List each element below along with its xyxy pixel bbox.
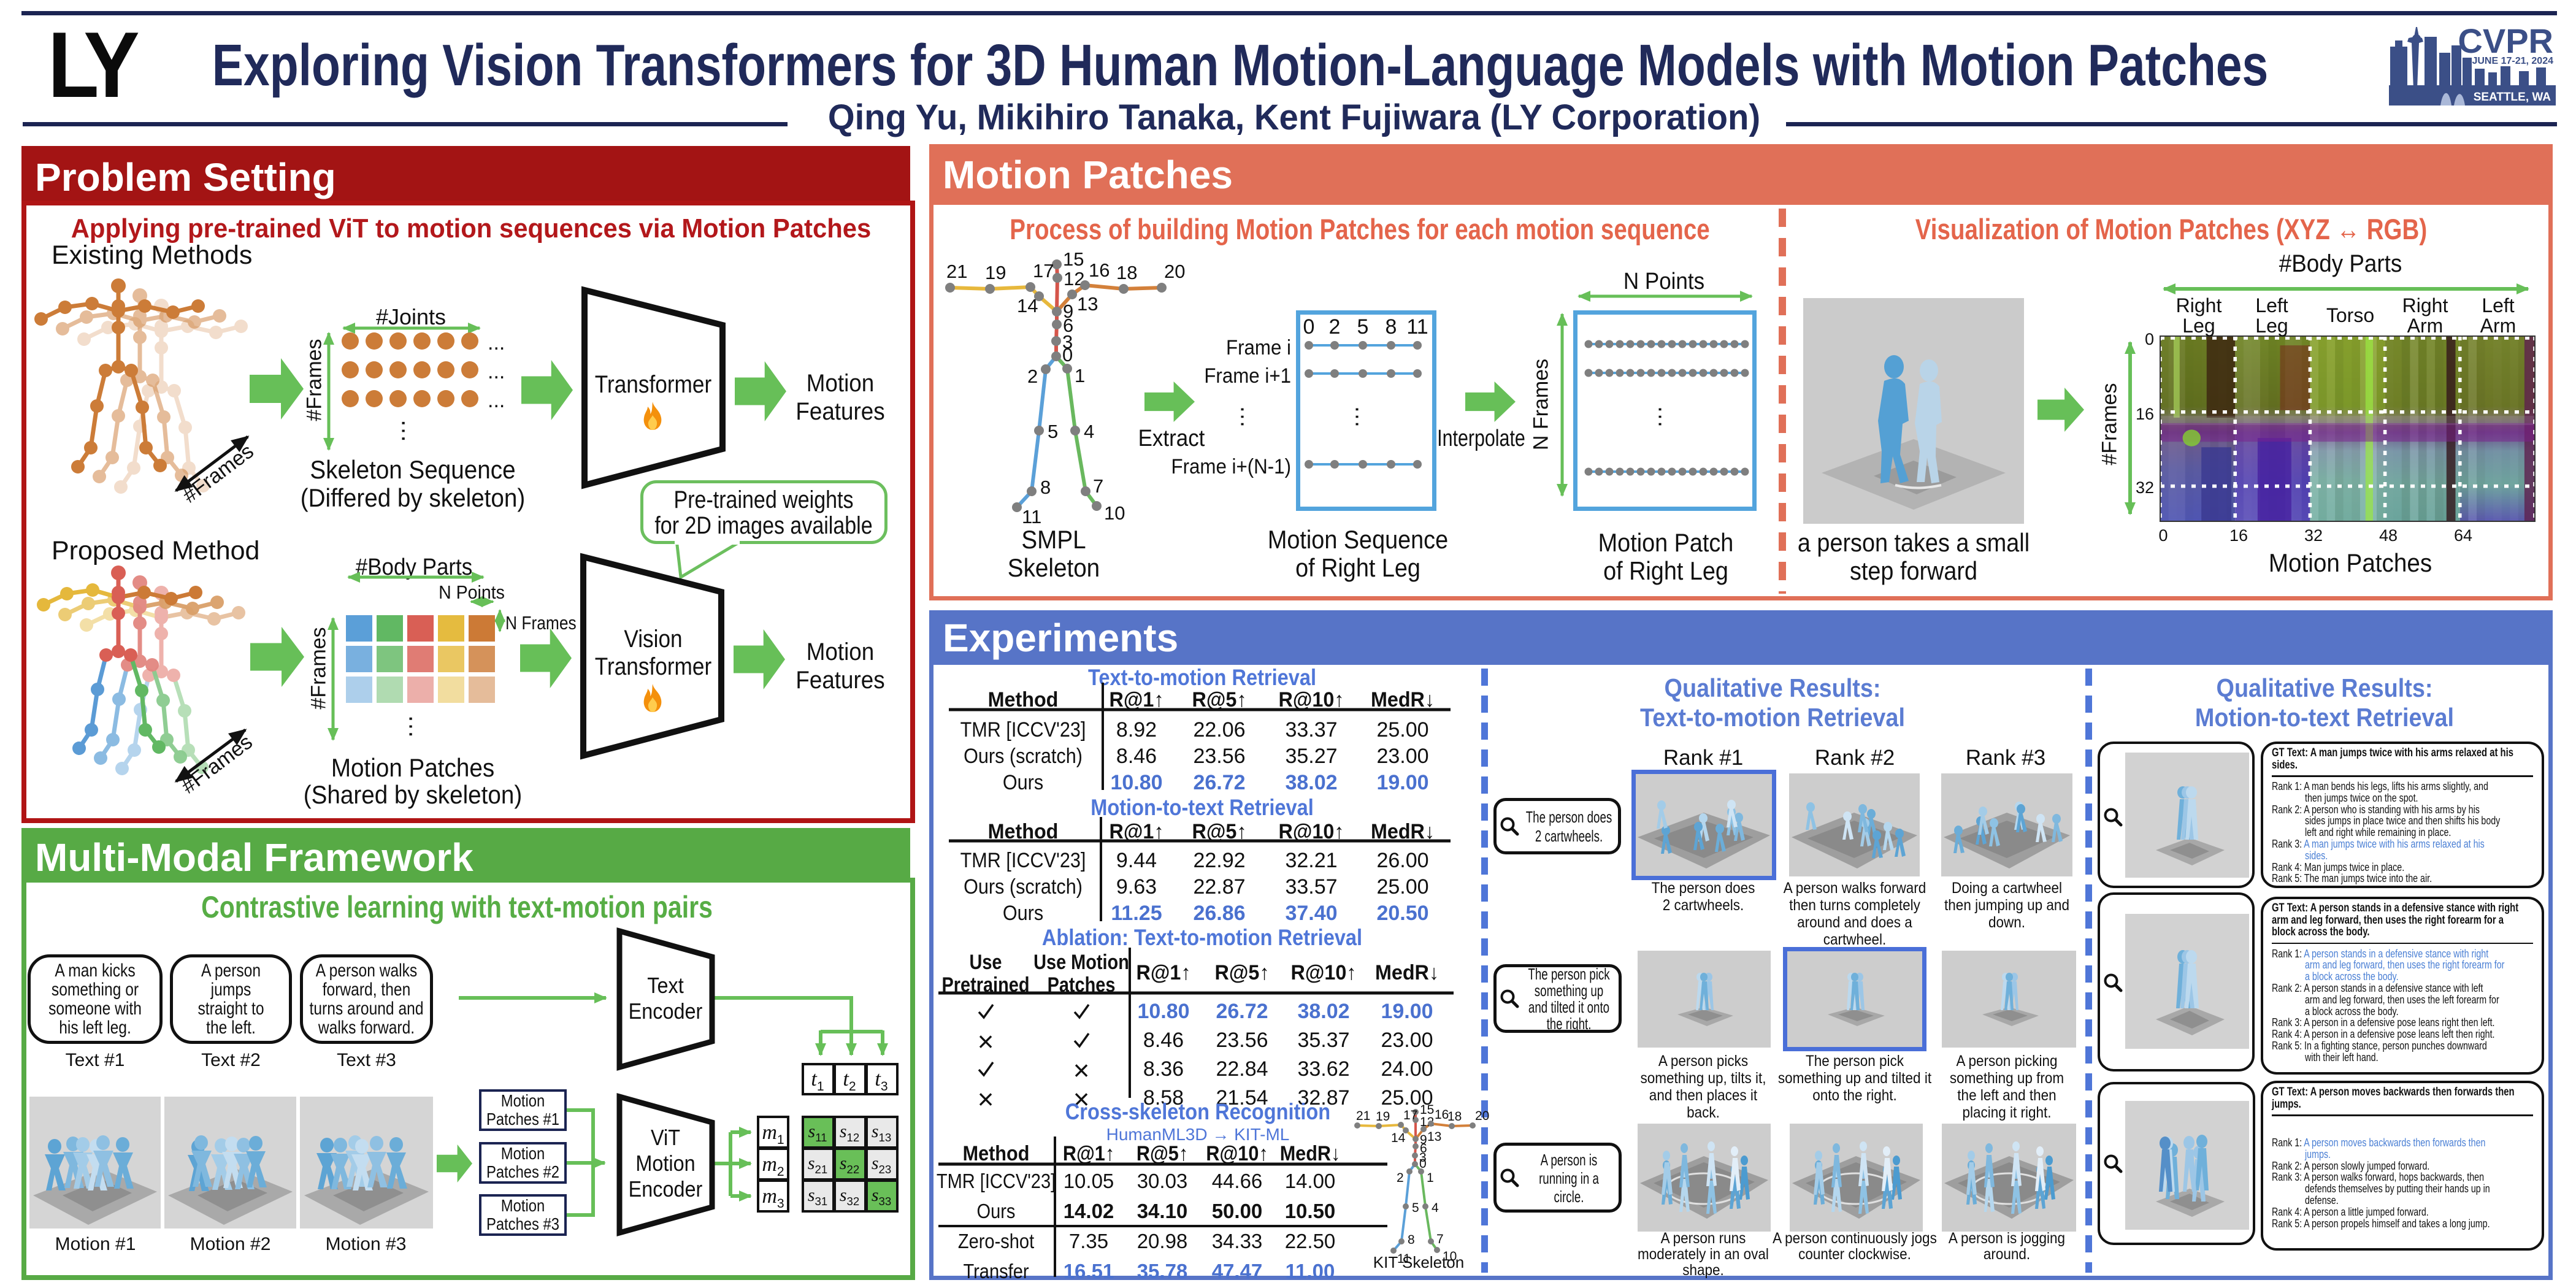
svg-text:21: 21 — [946, 261, 967, 282]
svg-text:20: 20 — [1164, 261, 1185, 282]
svg-text:16: 16 — [1089, 259, 1110, 281]
svg-text:16: 16 — [1435, 1108, 1449, 1122]
svg-text:18: 18 — [1116, 262, 1137, 283]
svg-text:3: 3 — [1062, 331, 1073, 353]
svg-text:19: 19 — [1376, 1110, 1390, 1124]
svg-text:6: 6 — [1063, 315, 1073, 336]
svg-text:SEATTLE, WA: SEATTLE, WA — [2474, 91, 2551, 104]
svg-text:6: 6 — [1420, 1141, 1427, 1156]
svg-text:19: 19 — [985, 262, 1006, 283]
svg-text:13: 13 — [1077, 293, 1098, 315]
svg-text:0: 0 — [1419, 1157, 1427, 1171]
svg-text:7: 7 — [1436, 1232, 1444, 1246]
svg-text:9: 9 — [1420, 1133, 1427, 1147]
svg-text:5: 5 — [1412, 1201, 1419, 1215]
svg-text:15: 15 — [1420, 1103, 1434, 1117]
svg-text:9: 9 — [1063, 301, 1073, 322]
svg-text:14: 14 — [1391, 1131, 1406, 1145]
svg-text:13: 13 — [1427, 1130, 1441, 1144]
svg-text:4: 4 — [1084, 421, 1094, 442]
svg-text:7: 7 — [1093, 475, 1103, 497]
svg-text:11: 11 — [1022, 506, 1041, 527]
svg-text:15: 15 — [1063, 248, 1084, 270]
svg-text:10: 10 — [1104, 502, 1125, 524]
svg-text:CVPR: CVPR — [2458, 21, 2553, 60]
svg-text:4: 4 — [1432, 1201, 1439, 1215]
svg-text:8: 8 — [1040, 477, 1051, 498]
svg-text:3: 3 — [1419, 1151, 1427, 1165]
svg-text:1: 1 — [1075, 365, 1085, 386]
svg-text:18: 18 — [1447, 1110, 1462, 1124]
svg-text:10: 10 — [1443, 1249, 1457, 1263]
svg-text:11: 11 — [1397, 1252, 1411, 1266]
svg-text:21: 21 — [1356, 1109, 1370, 1123]
svg-text:8: 8 — [1408, 1233, 1415, 1247]
svg-text:17: 17 — [1033, 260, 1054, 282]
svg-text:17: 17 — [1403, 1108, 1417, 1122]
svg-text:20: 20 — [1475, 1109, 1489, 1123]
svg-text:2: 2 — [1027, 366, 1038, 387]
svg-text:14: 14 — [1017, 295, 1038, 316]
svg-text:2: 2 — [1397, 1171, 1404, 1185]
svg-text:5: 5 — [1048, 421, 1058, 442]
svg-text:1: 1 — [1427, 1171, 1434, 1185]
svg-text:JUNE 17-21, 2024: JUNE 17-21, 2024 — [2472, 56, 2553, 66]
svg-text:0: 0 — [1062, 344, 1073, 366]
